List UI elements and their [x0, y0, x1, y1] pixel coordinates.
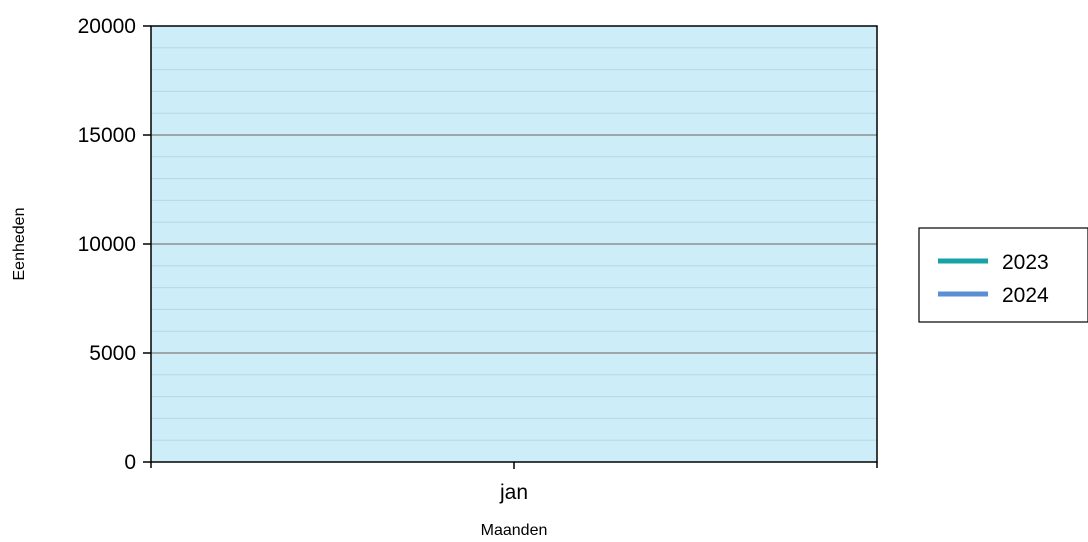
legend-label: 2024	[1002, 284, 1049, 307]
y-tick-label: 20000	[78, 15, 136, 38]
x-axis-title: Maanden	[481, 522, 548, 539]
legend-box	[918, 227, 1088, 323]
minor-gridlines	[151, 47, 877, 441]
y-tick-label: 10000	[78, 233, 136, 256]
y-axis-title: Eenheden	[11, 208, 28, 281]
y-tick-label: 15000	[78, 124, 136, 147]
y-tick-label: 5000	[89, 342, 136, 365]
legend-items: 2023 2024	[938, 251, 1049, 307]
x-axis-ticks: jan	[150, 462, 878, 504]
y-axis-ticks: 0 5000 10000 15000 20000	[78, 15, 151, 474]
y-tick-label: 0	[124, 451, 136, 474]
legend: 2023 2024	[918, 227, 1088, 323]
legend-label: 2023	[1002, 251, 1049, 274]
x-tick-label: jan	[499, 481, 528, 504]
major-gridlines	[151, 134, 877, 354]
